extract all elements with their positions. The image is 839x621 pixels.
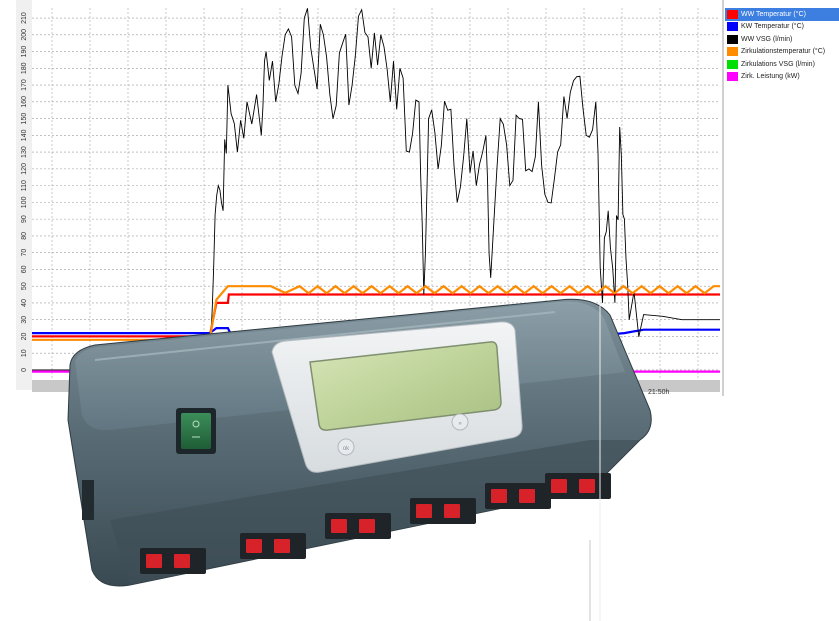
- y-tick-label: 180: [21, 62, 28, 74]
- legend-label: Zirkulations VSG (l/min): [741, 60, 815, 68]
- legend-swatch: [727, 9, 738, 19]
- terminal-clamp: [174, 554, 190, 568]
- y-tick-label: 210: [21, 12, 28, 24]
- y-tick-label: 110: [21, 180, 28, 191]
- y-tick-label: 200: [21, 29, 28, 41]
- legend-entry[interactable]: KW Temperatur (°C): [725, 21, 839, 34]
- menu-button[interactable]: [337, 438, 355, 456]
- y-tick-label: 10: [21, 349, 28, 357]
- y-tick-label: 190: [21, 46, 28, 58]
- y-tick-label: 0: [21, 368, 28, 372]
- y-tick-label: 30: [21, 316, 28, 324]
- legend-entry[interactable]: Zirkulationstemperatur (°C): [725, 46, 839, 59]
- y-tick-label: 100: [21, 196, 28, 208]
- power-switch[interactable]: [181, 413, 211, 449]
- device-highlight: [94, 311, 556, 361]
- terminal-clamp: [519, 489, 535, 503]
- y-tick-label: 170: [21, 79, 28, 91]
- legend-label: Zirkulationstemperatur (°C): [741, 48, 826, 56]
- y-tick-label: 130: [21, 146, 28, 158]
- ok-button-label: »: [458, 421, 462, 427]
- terminal-clamp: [146, 554, 162, 568]
- legend-entry[interactable]: WW VSG (l/min): [725, 33, 839, 46]
- y-axis-strip: [16, 0, 32, 390]
- y-tick-label: 50: [21, 282, 28, 290]
- y-tick-label: 20: [21, 332, 28, 340]
- y-tick-label: 160: [21, 96, 28, 108]
- terminal-clamp: [416, 504, 432, 518]
- y-tick-label: 90: [21, 215, 28, 223]
- legend-swatch: [727, 59, 738, 69]
- legend-swatch: [727, 34, 738, 44]
- terminal-clamp: [551, 479, 567, 493]
- terminal-clamp: [444, 504, 460, 518]
- terminal-clamp: [491, 489, 507, 503]
- y-tick-label: 140: [21, 129, 28, 141]
- terminal-clamp: [359, 519, 375, 533]
- legend-entry[interactable]: Zirk. Leistung (kW): [725, 71, 839, 84]
- y-tick-label: 120: [21, 163, 28, 175]
- legend-entry[interactable]: WW Temperatur (°C): [725, 8, 839, 21]
- side-connector: [82, 480, 94, 520]
- chart-legend: WW Temperatur (°C) KW Temperatur (°C) WW V…: [725, 8, 839, 83]
- y-tick-label: 40: [21, 299, 28, 307]
- menu-button-label: ok: [343, 446, 350, 452]
- legend-swatch: [727, 22, 738, 32]
- lcd-screen: [309, 341, 502, 431]
- terminal-clamp: [274, 539, 290, 553]
- y-tick-label: 60: [21, 265, 28, 273]
- legend-label: Zirk. Leistung (kW): [741, 73, 800, 81]
- legend-label: WW VSG (l/min): [741, 35, 793, 43]
- power-switch-mark: [192, 420, 200, 428]
- terminal-blocks: [140, 473, 611, 574]
- legend-label: KW Temperatur (°C): [741, 23, 804, 31]
- legend-swatch: [727, 47, 738, 57]
- y-tick-label: 150: [21, 113, 28, 125]
- series-line: [32, 8, 720, 371]
- x-tick-label: 21:50h: [648, 389, 670, 396]
- legend-entry[interactable]: Zirkulations VSG (l/min): [725, 58, 839, 71]
- y-tick-label: 70: [21, 249, 28, 257]
- terminal-clamp: [246, 539, 262, 553]
- ok-button[interactable]: [451, 413, 469, 431]
- terminal-clamp: [579, 479, 595, 493]
- legend-swatch: [727, 72, 738, 82]
- y-tick-label: 80: [21, 232, 28, 240]
- terminal-clamp: [331, 519, 347, 533]
- series-line: [32, 284, 720, 341]
- legend-label: WW Temperatur (°C): [741, 10, 806, 18]
